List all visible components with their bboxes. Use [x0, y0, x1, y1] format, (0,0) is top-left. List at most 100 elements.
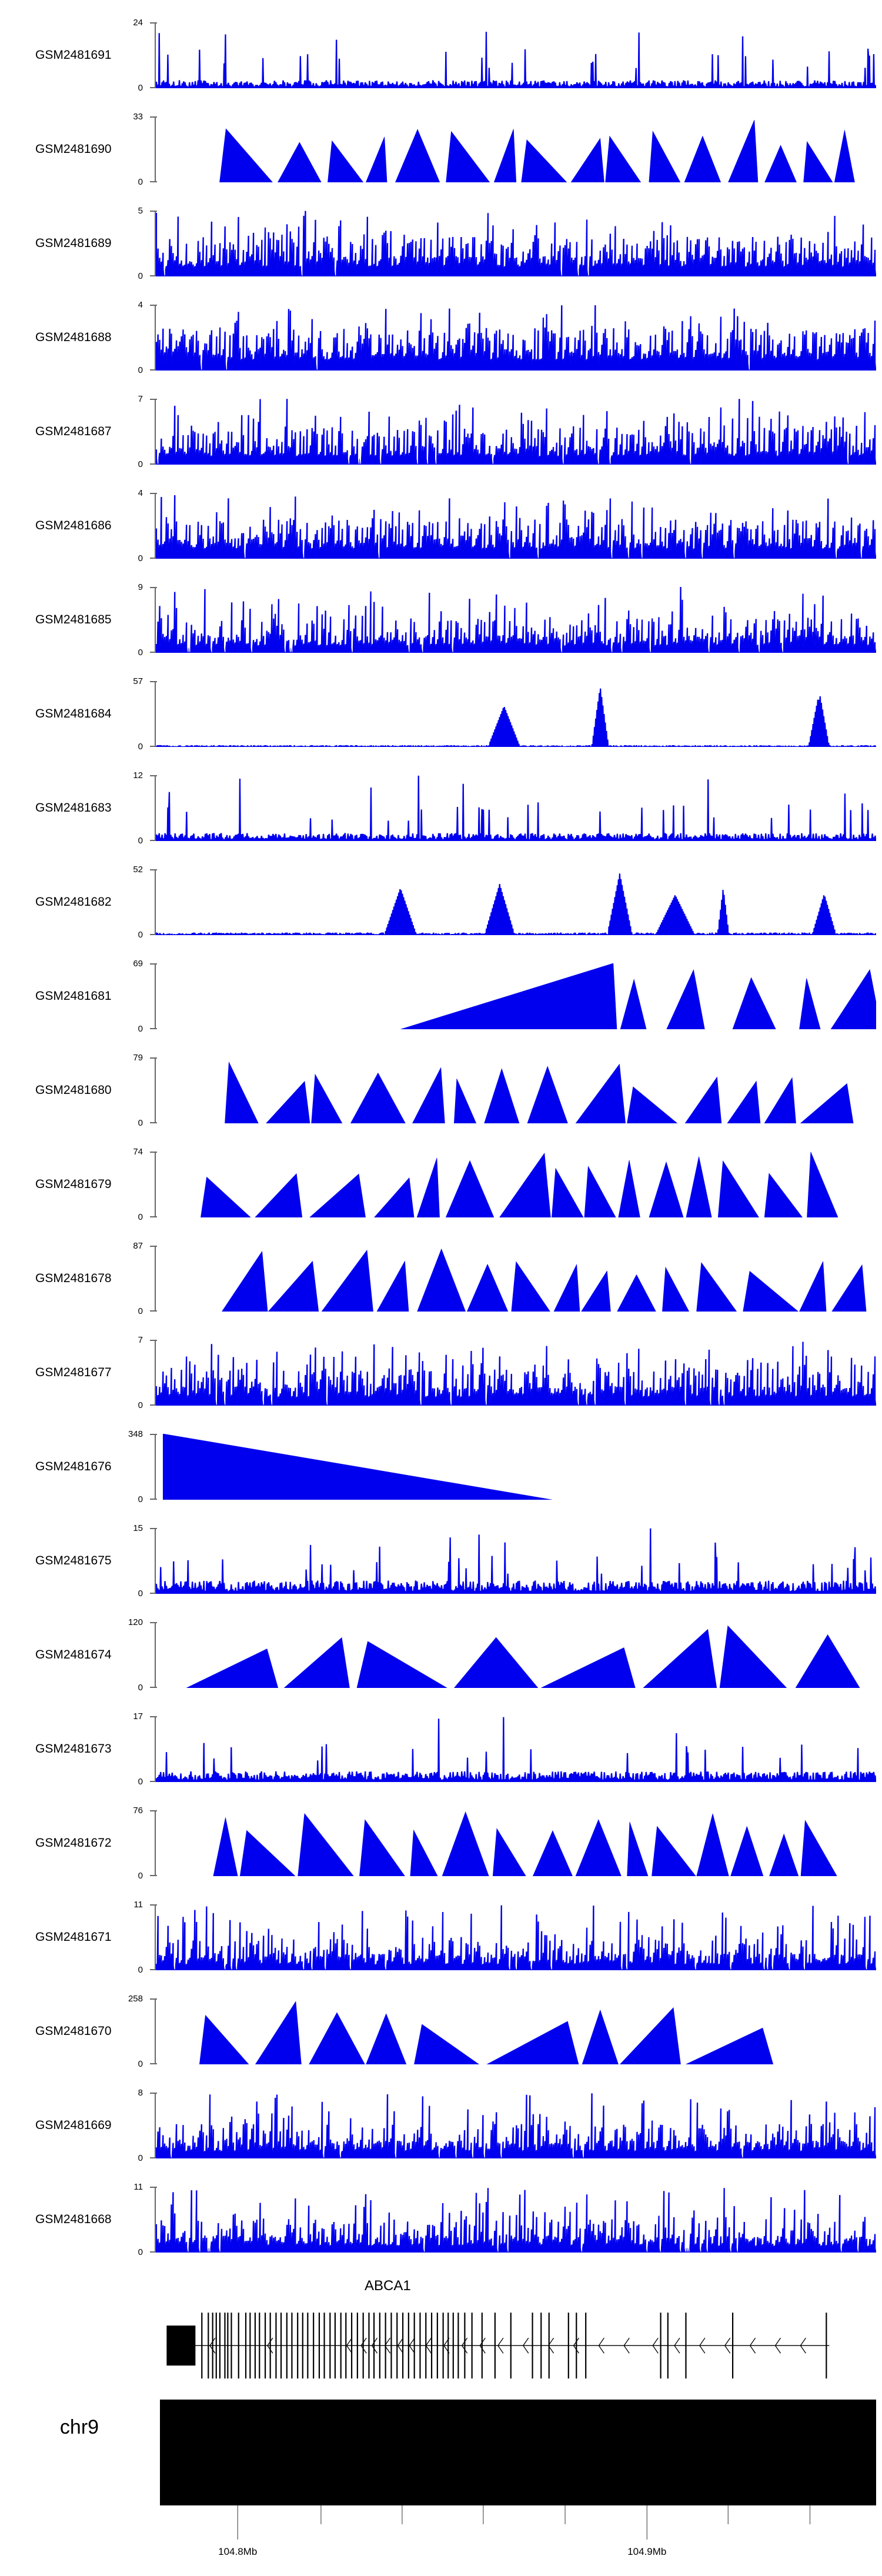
track-label: GSM2481685 — [35, 613, 112, 626]
axis-line — [155, 1810, 156, 1876]
axis-max-value: 11 — [133, 2182, 143, 2192]
axis-min-value: 0 — [138, 648, 143, 658]
axis-tick-min — [150, 1404, 157, 1406]
signal-track[interactable]: GSM2481683 12 0 — [0, 771, 882, 869]
track-label: GSM2481679 — [35, 1177, 112, 1191]
axis-tick-min — [150, 1687, 157, 1688]
axis-line — [155, 1152, 156, 1217]
track-signal-plot[interactable] — [156, 1716, 876, 1782]
axis-max-value: 7 — [138, 1335, 143, 1345]
axis-line — [155, 211, 156, 276]
track-signal-plot[interactable] — [156, 963, 876, 1029]
track-signal-plot[interactable] — [156, 1246, 876, 1312]
axis-line — [155, 305, 156, 371]
track-label: GSM2481680 — [35, 1083, 112, 1097]
track-y-axis: 33 0 — [133, 112, 158, 186]
signal-track[interactable]: GSM2481678 87 0 — [0, 1242, 882, 1340]
axis-min-value: 0 — [138, 1118, 143, 1128]
track-label: GSM2481684 — [35, 707, 112, 720]
track-signal-plot[interactable] — [156, 587, 876, 653]
axis-min-value: 0 — [138, 1400, 143, 1410]
signal-track[interactable]: GSM2481687 7 0 — [0, 395, 882, 493]
track-signal-plot[interactable] — [156, 1904, 876, 1970]
axis-tick-max — [150, 1152, 157, 1153]
track-signal-plot[interactable] — [156, 2093, 876, 2158]
track-label: GSM2481687 — [35, 425, 112, 438]
signal-track[interactable]: GSM2481673 17 0 — [0, 1712, 882, 1810]
axis-tick-min — [150, 87, 157, 88]
track-signal-plot[interactable] — [156, 1434, 876, 1500]
axis-max-value: 15 — [133, 1523, 143, 1533]
signal-track[interactable]: GSM2481679 74 0 — [0, 1147, 882, 1246]
signal-track[interactable]: GSM2481671 11 0 — [0, 1900, 882, 1998]
signal-track[interactable]: GSM2481680 79 0 — [0, 1053, 882, 1152]
axis-line — [155, 2187, 156, 2253]
signal-track[interactable]: GSM2481675 15 0 — [0, 1524, 882, 1622]
signal-track[interactable]: GSM2481685 9 0 — [0, 583, 882, 681]
axis-tick-max — [150, 1716, 157, 1717]
signal-track[interactable]: GSM2481670 258 0 — [0, 1994, 882, 2093]
axis-min-value: 0 — [138, 1306, 143, 1316]
axis-min-value: 0 — [138, 930, 143, 940]
axis-tick-max — [150, 681, 157, 682]
axis-tick-max — [150, 1340, 157, 1341]
axis-max-value: 33 — [133, 112, 143, 122]
track-signal-plot[interactable] — [156, 681, 876, 747]
signal-track[interactable]: GSM2481672 76 0 — [0, 1806, 882, 1904]
axis-min-value: 0 — [138, 271, 143, 281]
signal-track[interactable]: GSM2481677 7 0 — [0, 1336, 882, 1434]
track-y-axis: 11 0 — [133, 2183, 158, 2257]
axis-line — [155, 1998, 156, 2064]
track-signal-plot[interactable] — [156, 775, 876, 841]
track-y-axis: 120 0 — [128, 1618, 158, 1692]
track-signal-plot[interactable] — [156, 1152, 876, 1217]
axis-tick-min — [150, 1310, 157, 1312]
signal-track[interactable]: GSM2481674 120 0 — [0, 1618, 882, 1716]
track-signal-plot[interactable] — [156, 1340, 876, 1406]
axis-tick-min — [150, 934, 157, 935]
signal-track[interactable]: GSM2481688 4 0 — [0, 301, 882, 399]
axis-tick-max — [150, 1622, 157, 1623]
track-signal-plot[interactable] — [156, 2187, 876, 2253]
track-signal-plot[interactable] — [156, 399, 876, 465]
axis-line — [155, 1904, 156, 1970]
track-signal-plot[interactable] — [156, 493, 876, 559]
track-signal-plot[interactable] — [156, 211, 876, 276]
track-signal-plot[interactable] — [156, 305, 876, 371]
track-signal-plot[interactable] — [156, 1057, 876, 1123]
signal-track[interactable]: GSM2481686 4 0 — [0, 489, 882, 587]
track-signal-plot[interactable] — [156, 116, 876, 182]
track-signal-plot[interactable] — [156, 22, 876, 88]
track-signal-plot[interactable] — [156, 1622, 876, 1688]
signal-track[interactable]: GSM2481682 52 0 — [0, 865, 882, 963]
track-signal-plot[interactable] — [156, 1528, 876, 1594]
axis-tick-min — [150, 275, 157, 276]
axis-line — [155, 775, 156, 841]
track-label: GSM2481690 — [35, 142, 112, 156]
signal-track[interactable]: GSM2481691 24 0 — [0, 18, 882, 116]
axis-line — [155, 2093, 156, 2158]
gene-annotation-track[interactable]: ABCA1 — [0, 2278, 882, 2391]
signal-track[interactable]: GSM2481676 348 0 — [0, 1430, 882, 1528]
signal-track[interactable]: GSM2481690 33 0 — [0, 112, 882, 211]
track-label: GSM2481675 — [35, 1554, 112, 1567]
axis-tick-min — [150, 2157, 157, 2158]
track-signal-plot[interactable] — [156, 1810, 876, 1876]
chromosome-ideogram-bar[interactable] — [160, 2400, 876, 2505]
axis-line — [155, 1716, 156, 1782]
signal-track[interactable]: GSM2481684 57 0 — [0, 677, 882, 775]
axis-max-value: 87 — [133, 1241, 143, 1251]
axis-tick-min — [150, 1216, 157, 1217]
axis-tick-max — [150, 1057, 157, 1059]
signal-track[interactable]: GSM2481681 69 0 — [0, 959, 882, 1057]
signal-track[interactable]: GSM2481669 8 0 — [0, 2088, 882, 2187]
signal-track[interactable]: GSM2481668 11 0 — [0, 2183, 882, 2281]
track-signal-plot[interactable] — [156, 1998, 876, 2064]
gene-name-label: ABCA1 — [365, 2278, 411, 2294]
track-signal-plot[interactable] — [156, 869, 876, 935]
axis-min-value: 0 — [138, 742, 143, 752]
signal-track[interactable]: GSM2481689 5 0 — [0, 206, 882, 305]
